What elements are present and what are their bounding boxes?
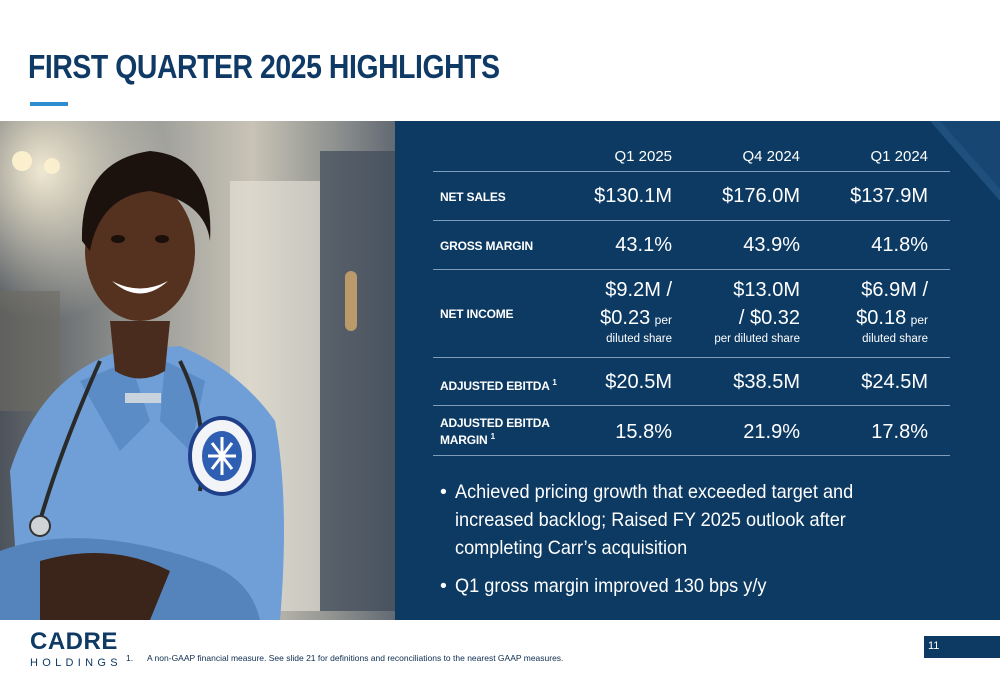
cell-value: 41.8% (871, 234, 928, 256)
cell-value: 15.8% (615, 421, 672, 443)
row-label: GROSS MARGIN (440, 239, 533, 253)
row-label: NET SALES (440, 190, 506, 204)
table-header-row: Q1 2025 Q4 2024 Q1 2024 (433, 140, 950, 172)
cell-line: $9.2M / (605, 279, 672, 301)
cell-suffix: per (910, 313, 928, 327)
row-label: NET INCOME (440, 307, 514, 321)
cell-value: 43.1% (615, 234, 672, 256)
row-label-line1: ADJUSTED EBITDA (440, 416, 550, 430)
cell-value: $137.9M (850, 185, 928, 207)
cell-net-income-q1-2025: $9.2M / $0.23 per diluted share (532, 276, 672, 346)
row-label-text: ADJUSTED EBITDA (440, 379, 550, 393)
bullet-text: Achieved pricing growth that exceeded ta… (455, 481, 854, 559)
footnote-ref: 1 (552, 378, 557, 387)
cell-net-income-q1-2024: $6.9M / $0.18 per diluted share (788, 276, 928, 346)
cell-value: $38.5M (733, 371, 800, 393)
footnote-number: 1. (126, 653, 134, 663)
cell-note: diluted share (862, 333, 928, 345)
page-number-badge (924, 636, 1000, 658)
cell-value: $176.0M (722, 185, 800, 207)
cell-value: $24.5M (861, 371, 928, 393)
logo-wordmark: CADRE (30, 628, 118, 655)
header-q1-2025: Q1 2025 (614, 148, 672, 165)
cell-value: 43.9% (743, 234, 800, 256)
row-label-line2: MARGIN (440, 433, 488, 447)
cell-line: $0.18 (856, 307, 907, 329)
cell-net-income-q4-2024: $13.0M / $0.32 per diluted share (660, 276, 800, 346)
logo-subtitle: HOLDINGS (30, 657, 122, 669)
row-label: ADJUSTED EBITDA 1 (440, 376, 557, 393)
cell-note: per diluted share (714, 333, 800, 345)
cell-value: 21.9% (743, 421, 800, 443)
slide-title: FIRST QUARTER 2025 HIGHLIGHTS (28, 48, 500, 85)
bullet-item: Q1 gross margin improved 130 bps y/y (440, 572, 940, 600)
emt-illustration (0, 121, 420, 620)
footnote-ref: 1 (490, 432, 495, 441)
emt-photo (0, 121, 420, 620)
header-q4-2024: Q4 2024 (742, 148, 800, 165)
table-row-adjusted-ebitda-margin: ADJUSTED EBITDA MARGIN 1 15.8% 21.9% 17.… (433, 406, 950, 456)
cell-value: $130.1M (594, 185, 672, 207)
cadre-logo: CADRE HOLDINGS (30, 628, 122, 670)
table-row-net-sales: NET SALES $130.1M $176.0M $137.9M (433, 172, 950, 221)
row-label: ADJUSTED EBITDA MARGIN 1 (440, 416, 550, 447)
title-accent-rule (30, 102, 68, 106)
cell-note: diluted share (606, 333, 672, 345)
footnote-text: A non-GAAP financial measure. See slide … (147, 653, 564, 663)
cell-value: $20.5M (605, 371, 672, 393)
footnote: 1. A non-GAAP financial measure. See sli… (126, 653, 563, 663)
cell-line: / $0.32 (738, 307, 800, 329)
cell-line: $13.0M (733, 279, 800, 301)
cell-line: $6.9M / (861, 279, 928, 301)
table-row-adjusted-ebitda: ADJUSTED EBITDA 1 $20.5M $38.5M $24.5M (433, 358, 950, 406)
cell-suffix: per (654, 313, 672, 327)
financial-table: Q1 2025 Q4 2024 Q1 2024 NET SALES $130.1… (433, 140, 950, 456)
bullet-text: Q1 gross margin improved 130 bps y/y (455, 575, 767, 597)
page-number: 11 (928, 640, 940, 652)
cell-line: $0.23 (600, 307, 651, 329)
header-q1-2024: Q1 2024 (870, 148, 928, 165)
table-row-gross-margin: GROSS MARGIN 43.1% 43.9% 41.8% (433, 221, 950, 270)
table-row-net-income: NET INCOME $9.2M / $0.23 per diluted sha… (433, 270, 950, 358)
cell-value: 17.8% (871, 421, 928, 443)
panel-corner-accent (930, 121, 1000, 201)
highlights-bullets: Achieved pricing growth that exceeded ta… (440, 478, 940, 610)
bullet-item: Achieved pricing growth that exceeded ta… (440, 478, 940, 562)
